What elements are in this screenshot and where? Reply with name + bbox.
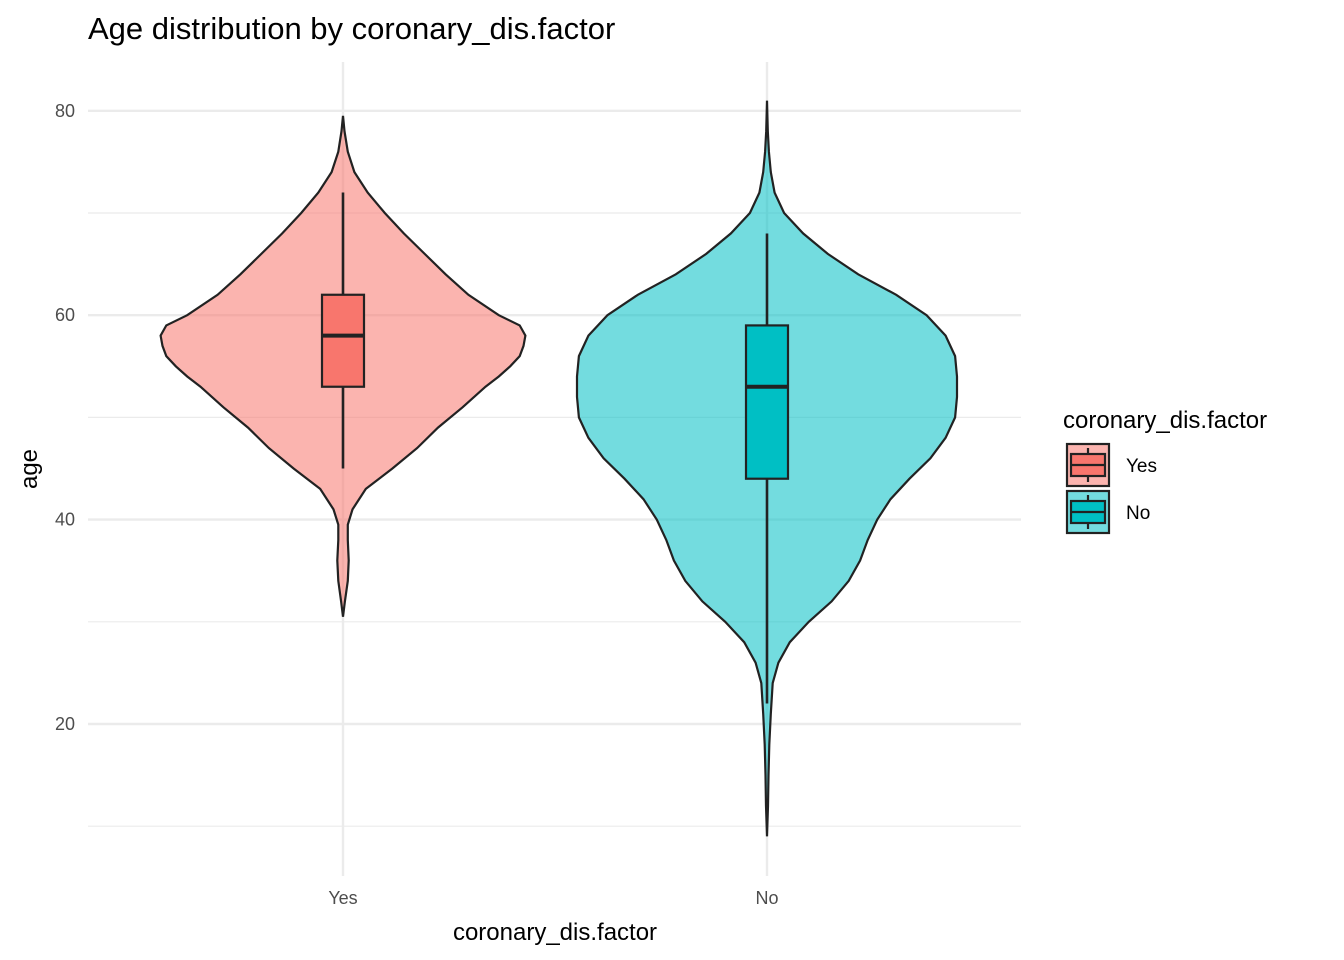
y-tick-label: 60 [55, 305, 75, 325]
legend-title: coronary_dis.factor [1063, 407, 1267, 434]
y-tick-label: 20 [55, 714, 75, 734]
box-yes [320, 293, 366, 388]
y-axis-ticks: 20 40 60 80 [55, 101, 75, 734]
violin-layer [159, 100, 959, 837]
legend-item-yes: Yes [1065, 442, 1157, 488]
box-no [744, 324, 790, 480]
x-tick-label: Yes [328, 888, 357, 908]
boxplot-layer [320, 192, 790, 704]
legend: coronary_dis.factor Yes No [1063, 407, 1267, 535]
y-axis-title: age [16, 449, 43, 489]
y-tick-label: 40 [55, 510, 75, 530]
x-axis-title: coronary_dis.factor [453, 919, 657, 946]
legend-item-no: No [1065, 489, 1150, 535]
y-tick-label: 80 [55, 101, 75, 121]
x-tick-label: No [755, 888, 778, 908]
legend-label: No [1126, 503, 1150, 524]
x-axis-ticks: Yes No [328, 888, 778, 908]
chart-title: Age distribution by coronary_dis.factor [88, 11, 615, 46]
legend-label: Yes [1126, 456, 1157, 477]
